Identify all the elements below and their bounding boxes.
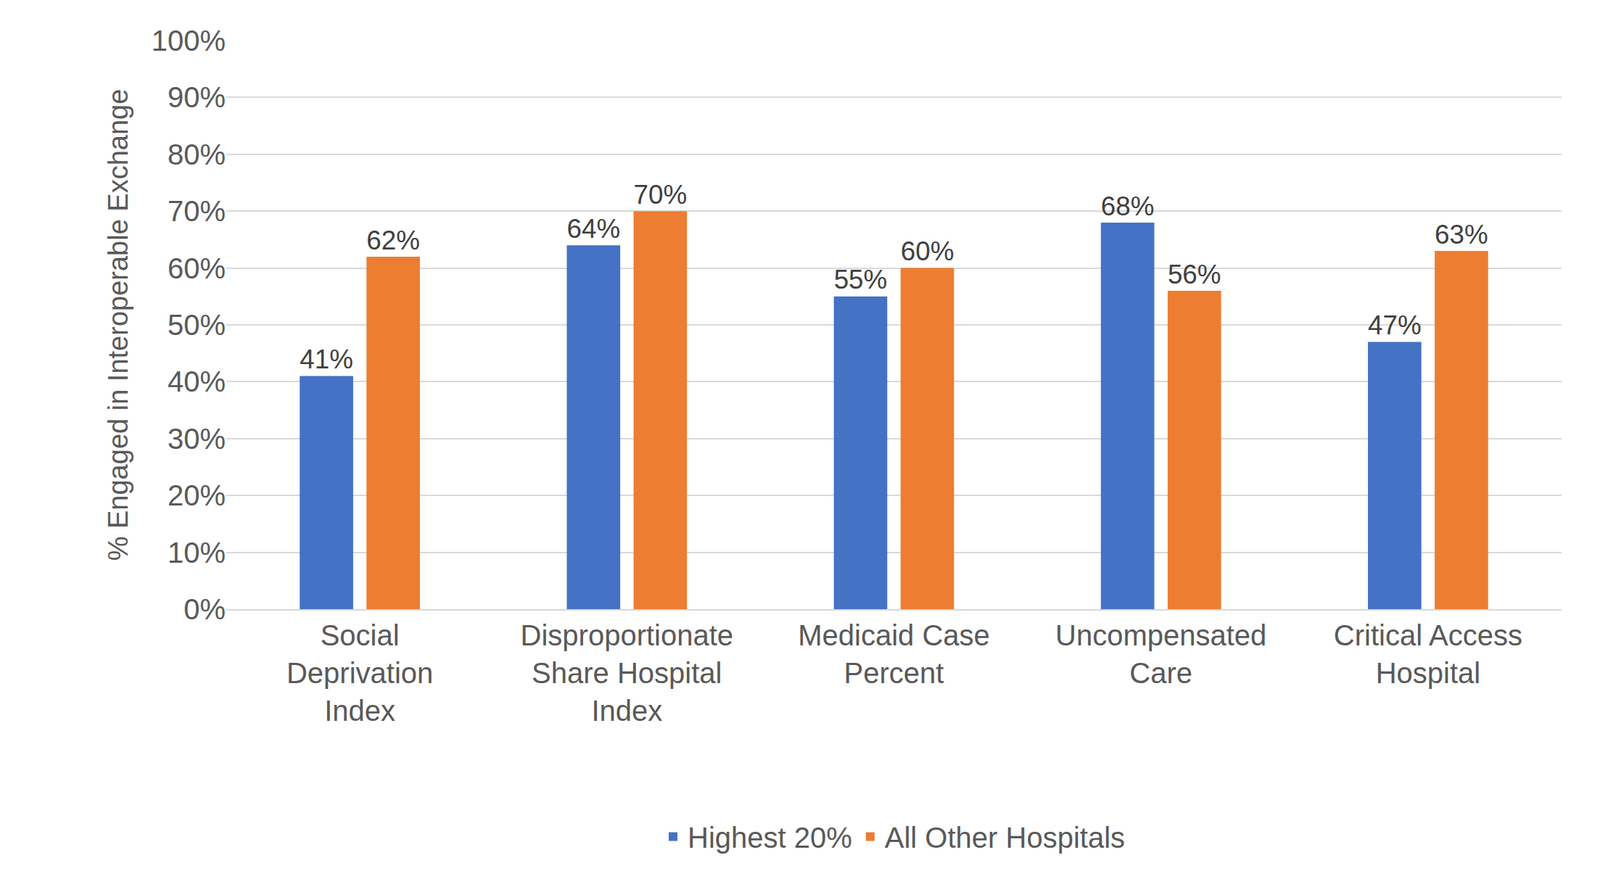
svg-text:10%: 10% bbox=[167, 536, 226, 569]
svg-text:70%: 70% bbox=[167, 195, 226, 228]
svg-text:60%: 60% bbox=[167, 252, 226, 285]
svg-text:% Engaged in Interoperable Exc: % Engaged in Interoperable Exchange bbox=[102, 89, 134, 562]
svg-text:70%: 70% bbox=[633, 179, 688, 210]
svg-text:30%: 30% bbox=[167, 422, 226, 455]
svg-text:60%: 60% bbox=[900, 236, 955, 267]
svg-text:62%: 62% bbox=[366, 225, 420, 256]
svg-text:0%: 0% bbox=[183, 593, 226, 626]
svg-text:All Other Hospitals: All Other Hospitals bbox=[884, 821, 1125, 854]
svg-text:47%: 47% bbox=[1367, 310, 1422, 341]
svg-text:41%: 41% bbox=[299, 344, 354, 375]
svg-text:90%: 90% bbox=[167, 81, 226, 114]
svg-text:40%: 40% bbox=[167, 365, 226, 398]
svg-text:Critical AccessHospital: Critical AccessHospital bbox=[1333, 619, 1523, 690]
svg-text:20%: 20% bbox=[167, 479, 226, 512]
svg-text:63%: 63% bbox=[1434, 219, 1489, 250]
svg-text:50%: 50% bbox=[167, 308, 226, 341]
svg-text:SocialDeprivationIndex: SocialDeprivationIndex bbox=[286, 619, 434, 727]
svg-text:100%: 100% bbox=[151, 24, 226, 57]
svg-text:55%: 55% bbox=[834, 264, 888, 295]
svg-text:56%: 56% bbox=[1167, 259, 1222, 290]
svg-text:DisproportionateShare Hospital: DisproportionateShare HospitalIndex bbox=[520, 619, 734, 727]
svg-text:UncompensatedCare: UncompensatedCare bbox=[1055, 619, 1267, 690]
svg-text:Medicaid CasePercent: Medicaid CasePercent bbox=[797, 619, 991, 690]
svg-text:Highest 20%: Highest 20% bbox=[687, 821, 853, 854]
svg-text:64%: 64% bbox=[566, 213, 621, 244]
svg-text:80%: 80% bbox=[167, 138, 226, 171]
svg-text:68%: 68% bbox=[1100, 191, 1155, 222]
